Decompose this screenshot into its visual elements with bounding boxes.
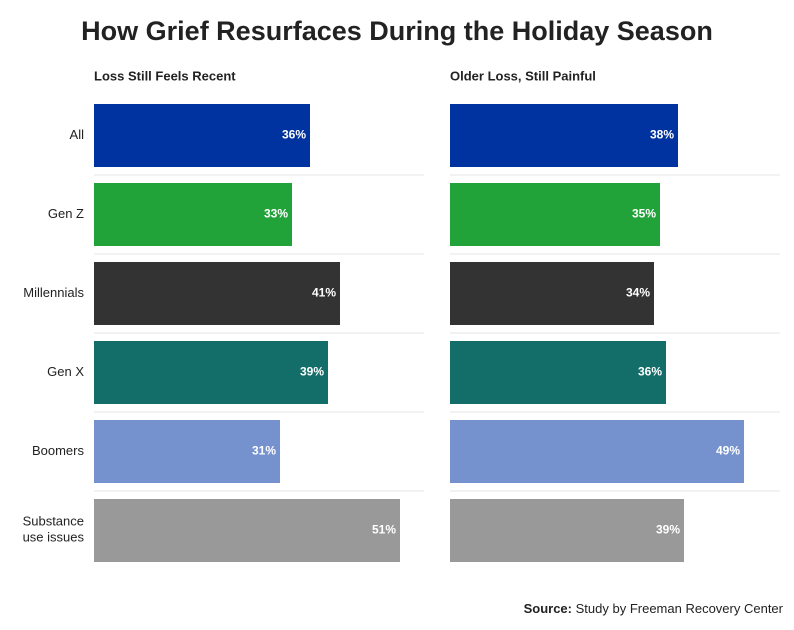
value-label: 34% (626, 286, 650, 300)
category-label: Substance use issues (23, 514, 85, 545)
source: Source: Study by Freeman Recovery Center (524, 601, 784, 616)
value-label: 36% (282, 128, 306, 142)
category-label: Millennials (23, 285, 84, 300)
bar (450, 341, 666, 404)
value-label: 35% (632, 207, 656, 221)
bar (450, 262, 654, 325)
value-label: 31% (252, 444, 276, 458)
value-label: 39% (656, 523, 680, 537)
category-label: All (70, 127, 85, 142)
category-label: Boomers (32, 443, 85, 458)
bar (94, 183, 292, 246)
bar (450, 420, 744, 483)
bar (94, 499, 400, 562)
source-text: Study by Freeman Recovery Center (576, 601, 784, 616)
panel-title: Loss Still Feels Recent (94, 68, 236, 83)
value-label: 41% (312, 286, 336, 300)
category-label: Gen X (47, 364, 84, 379)
value-label: 36% (638, 365, 662, 379)
chart-title: How Grief Resurfaces During the Holiday … (81, 16, 713, 46)
bar (94, 262, 340, 325)
value-label: 39% (300, 365, 324, 379)
panel-title: Older Loss, Still Painful (450, 68, 596, 83)
bar (94, 420, 280, 483)
bar (450, 499, 684, 562)
bar (450, 104, 678, 167)
bar (94, 104, 310, 167)
value-label: 51% (372, 523, 396, 537)
category-label: Gen Z (48, 206, 84, 221)
bar (94, 341, 328, 404)
bar (450, 183, 660, 246)
source-label: Source: (524, 601, 572, 616)
value-label: 49% (716, 444, 740, 458)
value-label: 33% (264, 207, 288, 221)
value-label: 38% (650, 128, 674, 142)
